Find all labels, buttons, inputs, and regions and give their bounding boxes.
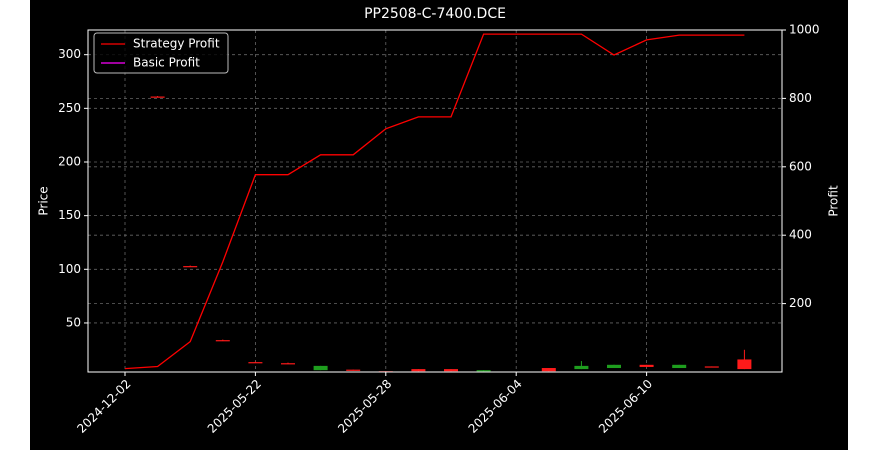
- candle-body: [444, 369, 458, 372]
- candle-body: [411, 369, 426, 372]
- candle-body: [313, 365, 328, 371]
- candle-body: [476, 370, 491, 372]
- y-tick-label: 150: [58, 208, 81, 222]
- candle-body: [215, 340, 230, 342]
- candle-body: [541, 368, 556, 372]
- y-tick-label: 50: [66, 315, 81, 329]
- y-tick-label: 200: [58, 154, 81, 168]
- y-tick-label: 250: [58, 101, 81, 115]
- y-tick-label: 300: [58, 47, 81, 61]
- candle-body: [346, 369, 361, 371]
- candle-body: [150, 96, 165, 98]
- candle-body: [704, 366, 719, 368]
- legend-label: Basic Profit: [133, 56, 200, 70]
- legend-label: Strategy Profit: [133, 37, 220, 51]
- candle-body: [248, 362, 263, 364]
- y2-axis-label: Profit: [827, 185, 841, 217]
- y-tick-label: 100: [58, 262, 81, 276]
- y2-tick-label: 800: [789, 91, 812, 105]
- y2-tick-label: 1000: [789, 23, 820, 37]
- plot-frame: [87, 29, 783, 373]
- candle-body: [183, 266, 198, 268]
- chart-title: PP2508-C-7400.DCE: [364, 6, 506, 22]
- candle-body: [281, 363, 295, 365]
- candle-body: [607, 364, 621, 369]
- background: [30, 0, 848, 450]
- candle-body: [737, 359, 752, 370]
- y2-tick-label: 200: [789, 296, 812, 310]
- profit-line: [124, 33, 745, 370]
- y2-tick-label: 600: [789, 159, 812, 173]
- y-axis-label: Price: [37, 186, 51, 215]
- candle-body: [639, 364, 654, 367]
- candle-body: [672, 364, 687, 369]
- y2-tick-label: 400: [789, 228, 812, 242]
- legend-box: [93, 32, 229, 74]
- candle-body: [574, 365, 589, 370]
